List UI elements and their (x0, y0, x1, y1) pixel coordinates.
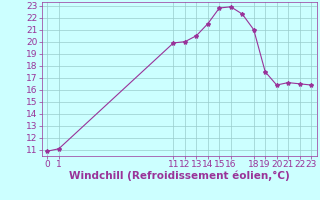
X-axis label: Windchill (Refroidissement éolien,°C): Windchill (Refroidissement éolien,°C) (69, 171, 290, 181)
